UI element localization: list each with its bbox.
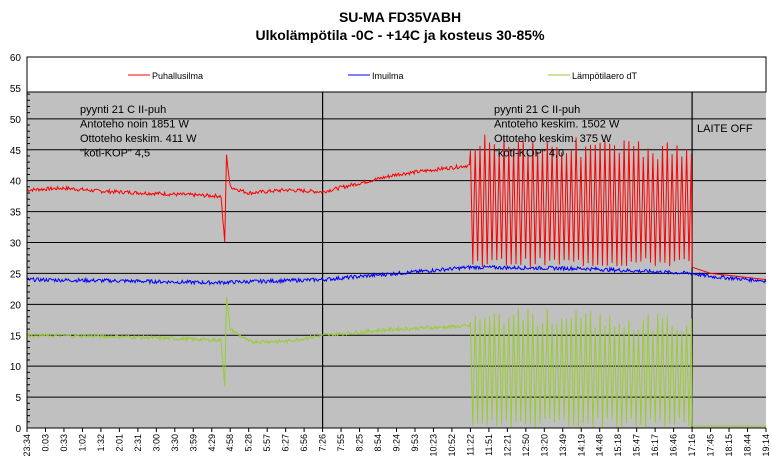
x-tick-label: 14:19 — [576, 434, 586, 457]
y-tick-label: 55 — [10, 84, 22, 95]
annotation-text: LAITE OFF — [697, 123, 753, 135]
series-line — [26, 134, 767, 281]
series-line — [26, 297, 766, 428]
x-tick-label: 13:49 — [558, 434, 568, 457]
x-tick-label: 16:46 — [669, 434, 679, 457]
x-tick-label: 12:21 — [502, 434, 512, 457]
y-tick-label: 50 — [10, 115, 22, 126]
x-tick-label: 5:57 — [262, 434, 272, 452]
x-tick-label: 18:44 — [743, 434, 753, 457]
annotation-text: Antoteho noin 1851 W — [80, 119, 189, 131]
legend-label: Lämpötilaero dT — [572, 71, 638, 81]
y-tick-label: 20 — [10, 300, 22, 311]
y-tick-label: 0 — [15, 424, 21, 435]
x-tick-label: 10:52 — [447, 434, 457, 457]
x-tick-label: 2:01 — [114, 434, 124, 452]
annotation-text: Ottoteho keskim. 375 W — [494, 133, 612, 145]
chart-subtitle: Ulkolämpötila -0C - +14C ja kosteus 30-8… — [255, 27, 545, 43]
x-tick-label: 7:26 — [318, 434, 328, 452]
series-line — [26, 264, 767, 286]
x-tick-label: 2:31 — [133, 434, 143, 452]
x-tick-label: 8:54 — [373, 434, 383, 452]
x-tick-label: 11:22 — [465, 434, 475, 456]
x-tick-label: 19:14 — [761, 434, 771, 457]
x-tick-label: 1:02 — [77, 434, 87, 452]
x-tick-label: 15:18 — [613, 434, 623, 457]
x-tick-label: 0:03 — [40, 434, 50, 452]
legend-label: Imuilma — [372, 71, 404, 81]
x-tick-label: 17:16 — [687, 434, 697, 457]
x-tick-label: 6:27 — [281, 434, 291, 452]
y-tick-label: 35 — [10, 208, 22, 219]
annotation-text: Antoteho keskim. 1502 W — [494, 119, 620, 131]
x-tick-label: 0:33 — [59, 434, 69, 452]
x-tick-label: 17:45 — [706, 434, 716, 457]
y-tick-label: 60 — [10, 53, 22, 64]
y-tick-label: 15 — [10, 331, 22, 342]
annotation-text: pyynti 21 C II-puh — [80, 104, 166, 116]
annotation-text: "koti-KOP" 4,0 — [494, 148, 564, 160]
y-tick-label: 45 — [10, 146, 22, 157]
y-tick-label: 10 — [10, 362, 22, 373]
legend-label: Puhallusilma — [152, 71, 203, 81]
x-tick-label: 4:29 — [207, 434, 217, 452]
x-tick-label: 5:28 — [244, 434, 254, 452]
x-tick-label: 10:23 — [428, 434, 438, 457]
x-tick-label: 1:32 — [96, 434, 106, 452]
y-tick-label: 40 — [10, 177, 22, 188]
y-tick-label: 25 — [10, 269, 22, 280]
annotation-text: "koti-KOP" 4,5 — [80, 148, 150, 160]
chart-title: SU-MA FD35VABH — [339, 9, 461, 25]
x-tick-label: 3:30 — [170, 434, 180, 452]
legend-box — [26, 56, 767, 93]
x-tick-label: 3:00 — [151, 434, 161, 452]
y-tick-label: 30 — [10, 239, 22, 250]
x-tick-label: 4:58 — [225, 434, 235, 452]
x-tick-label: 8:25 — [355, 434, 365, 452]
y-tick-label: 5 — [15, 393, 21, 404]
x-tick-label: 9:53 — [410, 434, 420, 452]
x-tick-label: 9:24 — [392, 434, 402, 452]
x-tick-label: 15:47 — [632, 434, 642, 457]
x-tick-label: 13:20 — [539, 434, 549, 457]
x-tick-label: 3:59 — [188, 434, 198, 452]
x-tick-label: 12:50 — [521, 434, 531, 457]
x-tick-label: 14:48 — [595, 434, 605, 457]
x-tick-label: 16:17 — [650, 434, 660, 457]
x-tick-label: 23:34 — [22, 434, 32, 457]
x-tick-label: 7:55 — [336, 434, 346, 452]
annotation-text: pyynti 21 C II-puh — [494, 104, 580, 116]
x-tick-label: 6:56 — [299, 434, 309, 452]
x-tick-label: 11:51 — [484, 434, 494, 456]
x-tick-label: 18:15 — [724, 434, 734, 457]
annotation-text: Ottoteho keskim. 411 W — [80, 133, 197, 145]
